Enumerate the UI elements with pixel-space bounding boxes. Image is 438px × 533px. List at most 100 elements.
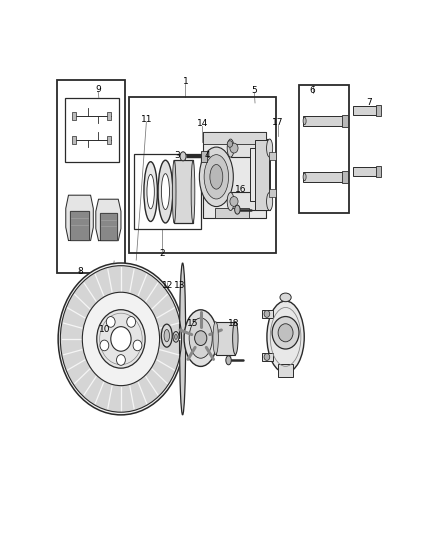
- Bar: [203, 132, 265, 218]
- Bar: [215, 207, 249, 218]
- Text: 18: 18: [228, 319, 240, 328]
- Bar: [203, 132, 265, 144]
- Ellipse shape: [158, 160, 173, 223]
- Ellipse shape: [189, 318, 212, 358]
- Ellipse shape: [184, 310, 217, 366]
- Bar: [278, 364, 293, 377]
- Circle shape: [264, 353, 270, 360]
- Circle shape: [230, 143, 238, 153]
- Text: 2: 2: [159, 249, 165, 258]
- Ellipse shape: [210, 165, 223, 189]
- Ellipse shape: [161, 174, 170, 209]
- Bar: [268, 152, 276, 160]
- Bar: [262, 310, 273, 318]
- Bar: [230, 192, 270, 211]
- Ellipse shape: [175, 334, 177, 340]
- Ellipse shape: [303, 173, 306, 181]
- Ellipse shape: [303, 117, 306, 125]
- Circle shape: [100, 340, 109, 351]
- Ellipse shape: [161, 324, 172, 347]
- Circle shape: [194, 330, 207, 345]
- Ellipse shape: [191, 160, 195, 223]
- Bar: [353, 167, 377, 176]
- Ellipse shape: [199, 147, 233, 207]
- Wedge shape: [60, 265, 181, 412]
- Text: 7: 7: [366, 99, 371, 108]
- Ellipse shape: [204, 155, 229, 199]
- Bar: [299, 85, 350, 213]
- Ellipse shape: [235, 205, 240, 214]
- Ellipse shape: [227, 192, 234, 211]
- Text: 12: 12: [162, 281, 173, 290]
- Ellipse shape: [147, 174, 154, 209]
- Bar: [57, 80, 125, 273]
- Polygon shape: [96, 199, 121, 240]
- Ellipse shape: [180, 152, 186, 161]
- Text: 15: 15: [187, 319, 198, 328]
- Bar: [174, 160, 193, 223]
- Bar: [130, 97, 276, 253]
- Polygon shape: [70, 211, 89, 239]
- Bar: [65, 98, 119, 163]
- Bar: [215, 322, 235, 354]
- Text: 4: 4: [205, 150, 210, 159]
- Ellipse shape: [144, 161, 157, 222]
- Ellipse shape: [267, 301, 304, 373]
- Text: 6: 6: [310, 86, 316, 95]
- Circle shape: [117, 354, 125, 365]
- Text: 9: 9: [95, 85, 101, 94]
- Bar: [303, 116, 343, 126]
- Ellipse shape: [213, 322, 219, 354]
- Circle shape: [127, 317, 136, 327]
- Bar: [134, 154, 201, 229]
- Bar: [376, 106, 381, 116]
- Bar: [72, 112, 77, 120]
- Text: 3: 3: [174, 150, 180, 159]
- Circle shape: [272, 317, 299, 349]
- Ellipse shape: [226, 356, 231, 365]
- Ellipse shape: [267, 192, 273, 211]
- Bar: [107, 112, 111, 120]
- Circle shape: [106, 317, 115, 327]
- Bar: [353, 106, 377, 115]
- Circle shape: [58, 263, 184, 415]
- Text: 1: 1: [183, 77, 188, 86]
- Ellipse shape: [227, 139, 234, 157]
- Polygon shape: [100, 213, 117, 240]
- Bar: [342, 115, 348, 127]
- Circle shape: [264, 310, 270, 317]
- Text: 17: 17: [272, 118, 284, 127]
- Text: 16: 16: [235, 184, 247, 193]
- Text: 14: 14: [197, 119, 208, 128]
- Ellipse shape: [173, 332, 179, 342]
- Circle shape: [227, 141, 233, 147]
- Bar: [303, 172, 343, 182]
- Ellipse shape: [233, 322, 238, 354]
- Bar: [342, 171, 348, 183]
- Bar: [255, 140, 269, 209]
- Ellipse shape: [180, 263, 186, 415]
- Text: 13: 13: [174, 281, 185, 290]
- Circle shape: [133, 340, 142, 351]
- Bar: [376, 166, 381, 177]
- Circle shape: [97, 310, 145, 368]
- Bar: [262, 353, 273, 361]
- Bar: [72, 136, 77, 144]
- Circle shape: [111, 327, 131, 351]
- Bar: [268, 189, 276, 197]
- Ellipse shape: [172, 160, 176, 223]
- Ellipse shape: [164, 329, 170, 342]
- Circle shape: [278, 324, 293, 342]
- Bar: [250, 148, 270, 201]
- Text: 10: 10: [99, 326, 111, 334]
- Ellipse shape: [267, 139, 273, 157]
- Polygon shape: [66, 195, 93, 240]
- Bar: [201, 151, 207, 161]
- Circle shape: [230, 197, 238, 206]
- Bar: [107, 136, 111, 144]
- Ellipse shape: [280, 293, 291, 302]
- Text: 8: 8: [78, 266, 83, 276]
- Text: 11: 11: [141, 115, 152, 124]
- Bar: [230, 139, 270, 157]
- Text: 5: 5: [251, 86, 257, 95]
